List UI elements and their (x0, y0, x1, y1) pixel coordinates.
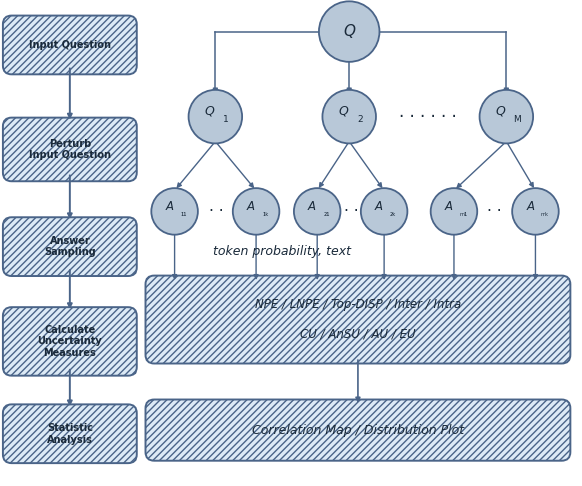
Text: · ·: · · (343, 204, 359, 219)
Text: A: A (308, 200, 316, 213)
Text: M: M (513, 115, 521, 124)
Circle shape (361, 188, 407, 235)
Text: Correlation Map / Distribution Plot: Correlation Map / Distribution Plot (252, 424, 464, 436)
FancyBboxPatch shape (19, 419, 135, 460)
Text: token probability, text: token probability, text (213, 245, 352, 258)
Text: Statistic
Analysis: Statistic Analysis (47, 423, 93, 445)
Text: Perturb
Input Question: Perturb Input Question (29, 139, 111, 160)
Text: ₁₁: ₁₁ (180, 209, 187, 218)
FancyBboxPatch shape (19, 132, 135, 178)
FancyBboxPatch shape (15, 319, 132, 370)
Text: A: A (247, 200, 255, 213)
FancyBboxPatch shape (3, 118, 137, 181)
Text: Q: Q (205, 105, 214, 118)
FancyBboxPatch shape (15, 416, 132, 457)
Text: · ·: · · (209, 204, 224, 219)
FancyBboxPatch shape (15, 27, 132, 69)
Text: 1: 1 (223, 115, 229, 124)
FancyBboxPatch shape (15, 129, 132, 175)
FancyBboxPatch shape (3, 16, 137, 74)
FancyBboxPatch shape (3, 217, 137, 276)
Circle shape (322, 90, 376, 143)
FancyBboxPatch shape (19, 232, 135, 273)
Text: NPE / LNPE / Top-DISP / Inter / Intra: NPE / LNPE / Top-DISP / Inter / Intra (255, 298, 461, 312)
Text: Q: Q (339, 105, 348, 118)
Text: CU / AnSU / AU / EU: CU / AnSU / AU / EU (300, 328, 416, 341)
Circle shape (480, 90, 533, 143)
FancyBboxPatch shape (19, 30, 135, 71)
Text: A: A (375, 200, 383, 213)
FancyBboxPatch shape (15, 229, 132, 270)
Text: A: A (526, 200, 534, 213)
Text: ₘₖ: ₘₖ (541, 209, 549, 218)
Text: Q: Q (496, 105, 505, 118)
Circle shape (294, 188, 340, 235)
Text: ₁ₖ: ₁ₖ (262, 209, 269, 218)
Circle shape (189, 90, 242, 143)
Text: Input Question: Input Question (29, 40, 111, 50)
Circle shape (151, 188, 198, 235)
Circle shape (319, 1, 379, 62)
Text: Calculate
Uncertainty
Measures: Calculate Uncertainty Measures (37, 325, 102, 358)
Text: ₘ₁: ₘ₁ (459, 209, 467, 218)
Circle shape (233, 188, 279, 235)
FancyBboxPatch shape (146, 399, 570, 461)
Text: A: A (445, 200, 453, 213)
Circle shape (431, 188, 477, 235)
Text: ₂₁: ₂₁ (323, 209, 330, 218)
FancyBboxPatch shape (19, 322, 135, 373)
FancyBboxPatch shape (146, 276, 570, 364)
Text: Q: Q (343, 24, 355, 39)
Text: ₂ₖ: ₂ₖ (390, 209, 397, 218)
Text: · · · · · ·: · · · · · · (399, 107, 457, 126)
Text: Answer
Sampling: Answer Sampling (44, 236, 95, 258)
Text: A: A (165, 200, 173, 213)
FancyBboxPatch shape (3, 404, 137, 463)
FancyBboxPatch shape (3, 307, 137, 376)
Text: 2: 2 (357, 115, 363, 124)
Text: · ·: · · (487, 204, 502, 219)
Circle shape (512, 188, 559, 235)
